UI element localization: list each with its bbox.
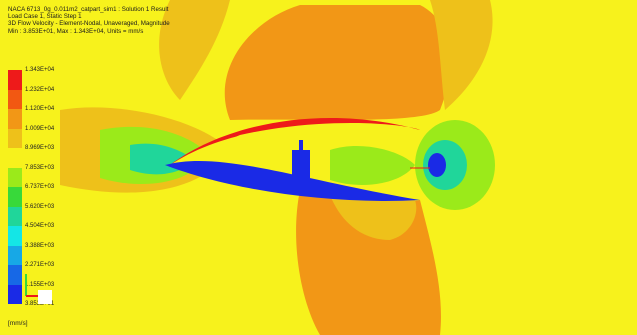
result-header: NACA 6713_0g_0.011m2_catpart_sim1 : Solu…	[8, 6, 170, 35]
probe-marker	[292, 150, 310, 178]
upper-lobe-right	[430, 0, 493, 110]
upper-lobe-left	[159, 0, 230, 100]
legend-tick-label: 1.009E+04	[25, 125, 55, 132]
legend-swatch	[8, 109, 22, 129]
lower-lobe-inner	[330, 195, 417, 240]
legend-tick-label: 1.232E+04	[25, 86, 55, 93]
legend-swatch	[8, 206, 22, 226]
airfoil-inner-green	[330, 145, 415, 185]
coordinate-triad	[20, 268, 60, 308]
probe-marker-stem	[299, 140, 303, 152]
legend-swatch	[8, 187, 22, 207]
load-case: Load Case 1, Static Step 1	[8, 13, 82, 21]
legend-swatch	[8, 148, 22, 168]
legend-swatch	[8, 70, 22, 90]
upper-lobe	[224, 5, 451, 120]
airfoil-edge-blue	[165, 160, 420, 201]
legend-swatch	[8, 245, 22, 265]
legend-tick-label: 5.620E+03	[25, 203, 55, 210]
legend-swatch	[8, 167, 22, 187]
legend-tick-label: 7.853E+03	[25, 164, 55, 171]
trailing-blob-inner	[428, 153, 446, 177]
legend-swatch	[8, 128, 22, 148]
legend-swatch	[8, 89, 22, 109]
legend-swatch	[8, 265, 22, 285]
legend-swatch	[8, 226, 22, 246]
legend-units: [mm/s]	[8, 320, 28, 327]
legend-tick-label: 4.504E+03	[25, 223, 55, 229]
legend-swatch	[8, 284, 22, 304]
result-type: 3D Flow Velocity - Element-Nodal, Unaver…	[8, 20, 170, 28]
result-title: NACA 6713_0g_0.011m2_catpart_sim1 : Solu…	[8, 6, 169, 13]
legend-tick-label: 1.120E+04	[25, 106, 55, 112]
min-max: Min : 3.853E+01, Max : 1.343E+04, Units …	[8, 27, 144, 35]
color-legend: 1.343E+04 1.232E+04 1.120E+04 1.009E+04 8.96…	[8, 67, 128, 308]
legend-tick-label: 1.155E+03	[25, 281, 55, 288]
legend-tick-label: 8.969E+03	[25, 145, 55, 151]
legend-tick-label: 1.343E+04	[25, 67, 55, 73]
legend-tick-label: 6.737E+03	[25, 184, 55, 190]
legend-tick-label: 3.388E+03	[25, 242, 55, 249]
legend-tick-label: 2.271E+03	[25, 262, 55, 268]
